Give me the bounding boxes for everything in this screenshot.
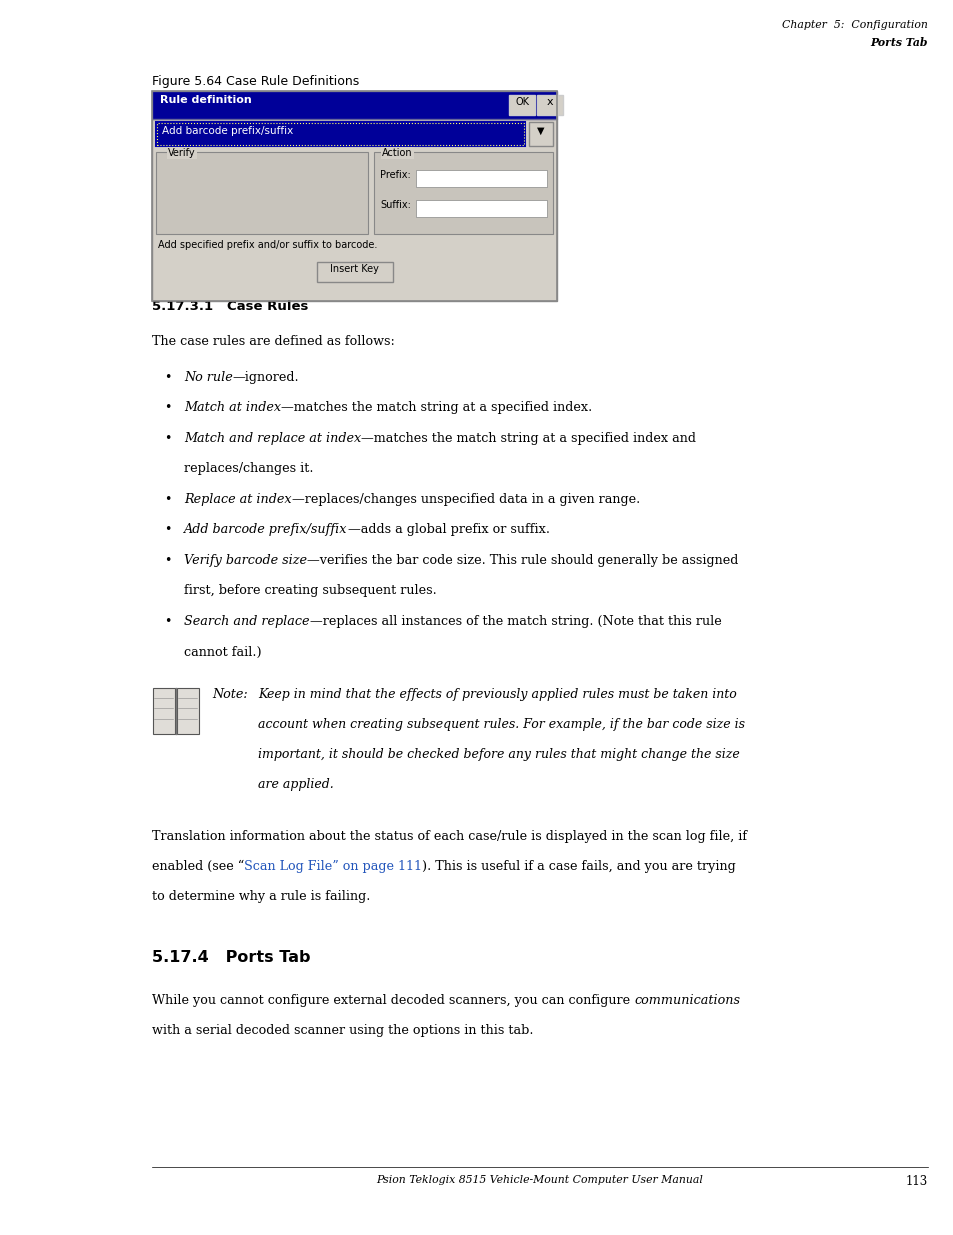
Text: ). This is useful if a case fails, and you are trying: ). This is useful if a case fails, and y… [422, 860, 735, 873]
Text: —verifies the bar code size. This rule should generally be assigned: —verifies the bar code size. This rule s… [307, 555, 738, 567]
Text: Translation information about the status of each case/rule is displayed in the s: Translation information about the status… [152, 830, 746, 844]
Text: are applied.: are applied. [257, 778, 334, 790]
Text: account when creating subsequent rules. For example, if the bar code size is: account when creating subsequent rules. … [257, 718, 744, 731]
Text: •: • [164, 432, 172, 445]
Text: Keep in mind that the effects of previously applied rules must be taken into: Keep in mind that the effects of previou… [257, 688, 736, 701]
Text: Scan Log File” on page 111: Scan Log File” on page 111 [244, 860, 422, 873]
Text: 5.17.3.1   Case Rules: 5.17.3.1 Case Rules [152, 300, 308, 312]
Text: —replaces/changes unspecified data in a given range.: —replaces/changes unspecified data in a … [292, 493, 639, 506]
Text: While you cannot configure external decoded scanners, you can configure: While you cannot configure external deco… [152, 994, 634, 1007]
Text: enabled (see “: enabled (see “ [152, 860, 244, 873]
Text: Add barcode prefix/suffix: Add barcode prefix/suffix [184, 524, 347, 536]
Text: Insert Key: Insert Key [330, 264, 378, 274]
Text: Match and replace at index: Match and replace at index [184, 432, 361, 445]
Text: •: • [164, 555, 172, 567]
Text: cannot fail.): cannot fail.) [184, 646, 261, 658]
Text: Rule definition: Rule definition [160, 95, 252, 105]
Text: replaces/changes it.: replaces/changes it. [184, 462, 314, 475]
Text: Verify: Verify [168, 148, 195, 158]
Text: Add barcode prefix/suffix: Add barcode prefix/suffix [162, 126, 293, 136]
Text: Prefix:: Prefix: [379, 170, 411, 180]
Bar [316, 262, 392, 282]
Text: Search and replace: Search and replace [184, 615, 309, 629]
Text: Ports Tab: Ports Tab [869, 37, 927, 48]
Text: •: • [164, 370, 172, 384]
Text: Verify barcode size: Verify barcode size [184, 555, 307, 567]
Text: Chapter  5:  Configuration: Chapter 5: Configuration [781, 20, 927, 30]
Text: No rule: No rule [184, 370, 233, 384]
FancyBboxPatch shape [509, 95, 535, 115]
Bar [416, 170, 546, 186]
Text: important, it should be checked before any rules that might change the size: important, it should be checked before a… [257, 748, 739, 761]
Text: —ignored.: —ignored. [233, 370, 299, 384]
Text: Action: Action [381, 148, 413, 158]
Text: Psion Teklogix 8515 Vehicle-Mount Computer User Manual: Psion Teklogix 8515 Vehicle-Mount Comput… [376, 1174, 702, 1186]
FancyBboxPatch shape [152, 688, 174, 734]
Bar [416, 200, 546, 217]
Text: Replace at index: Replace at index [184, 493, 292, 506]
FancyBboxPatch shape [177, 688, 199, 734]
Bar [374, 152, 553, 233]
Bar [152, 91, 557, 119]
Text: x: x [546, 98, 553, 107]
Text: —matches the match string at a specified index and: —matches the match string at a specified… [361, 432, 696, 445]
Bar [152, 91, 557, 119]
Text: •: • [164, 524, 172, 536]
Bar [152, 119, 557, 301]
FancyBboxPatch shape [537, 95, 562, 115]
Text: with a serial decoded scanner using the options in this tab.: with a serial decoded scanner using the … [152, 1024, 533, 1037]
Bar [152, 91, 557, 301]
Text: The case rules are defined as follows:: The case rules are defined as follows: [152, 335, 395, 348]
Text: Match at index: Match at index [184, 401, 281, 415]
Bar [157, 124, 523, 144]
Bar [156, 152, 368, 233]
Text: ▼: ▼ [537, 126, 544, 136]
Bar [156, 122, 524, 146]
Text: —adds a global prefix or suffix.: —adds a global prefix or suffix. [347, 524, 549, 536]
Text: communications: communications [634, 994, 740, 1007]
Text: Add specified prefix and/or suffix to barcode.: Add specified prefix and/or suffix to ba… [158, 240, 377, 249]
Text: first, before creating subsequent rules.: first, before creating subsequent rules. [184, 584, 436, 598]
Text: —replaces all instances of the match string. (Note that this rule: —replaces all instances of the match str… [309, 615, 720, 629]
Bar [529, 122, 553, 146]
Text: 5.17.4   Ports Tab: 5.17.4 Ports Tab [152, 950, 310, 965]
Text: •: • [164, 615, 172, 629]
Text: 113: 113 [904, 1174, 927, 1188]
Text: •: • [164, 493, 172, 506]
Text: to determine why a rule is failing.: to determine why a rule is failing. [152, 890, 370, 903]
Text: •: • [164, 401, 172, 415]
Text: Figure 5.64 Case Rule Definitions: Figure 5.64 Case Rule Definitions [152, 75, 359, 88]
Text: —matches the match string at a specified index.: —matches the match string at a specified… [281, 401, 592, 415]
Text: Note:: Note: [212, 688, 248, 701]
Text: OK: OK [515, 98, 529, 107]
Text: Suffix:: Suffix: [379, 200, 411, 210]
